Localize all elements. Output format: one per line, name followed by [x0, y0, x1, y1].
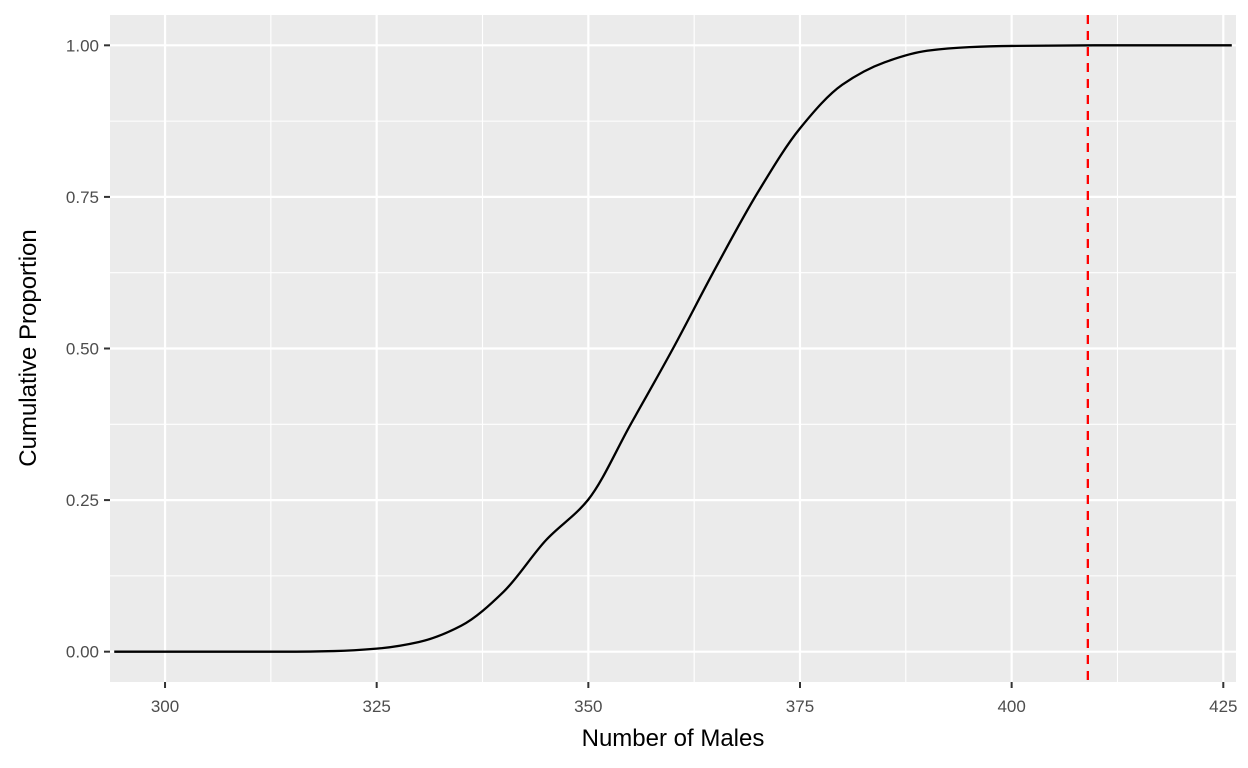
cumulative-curve: [114, 44, 1232, 653]
y-tick-label: 0.25: [66, 491, 99, 510]
x-axis: 300 325 350 375 400 425: [151, 682, 1237, 716]
y-tick-label: 0.50: [66, 340, 99, 359]
y-tick-label: 0.75: [66, 188, 99, 207]
y-axis-title: Cumulative Proportion: [15, 229, 42, 466]
x-tick-label: 325: [362, 697, 390, 716]
y-tick-label: 1.00: [66, 36, 99, 55]
x-tick-label: 350: [574, 697, 602, 716]
x-tick-label: 425: [1209, 697, 1237, 716]
x-tick-label: 300: [151, 697, 179, 716]
y-tick-label: 0.00: [66, 643, 99, 662]
x-tick-label: 400: [997, 697, 1025, 716]
y-axis: 0.00 0.25 0.50 0.75 1.00: [66, 36, 110, 662]
x-axis-title: Number of Males: [582, 725, 765, 752]
x-tick-label: 375: [786, 697, 814, 716]
